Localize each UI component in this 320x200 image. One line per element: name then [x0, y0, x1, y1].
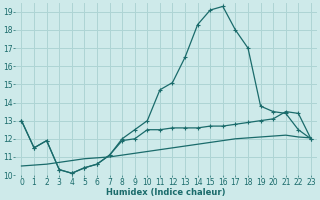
X-axis label: Humidex (Indice chaleur): Humidex (Indice chaleur)	[107, 188, 226, 197]
